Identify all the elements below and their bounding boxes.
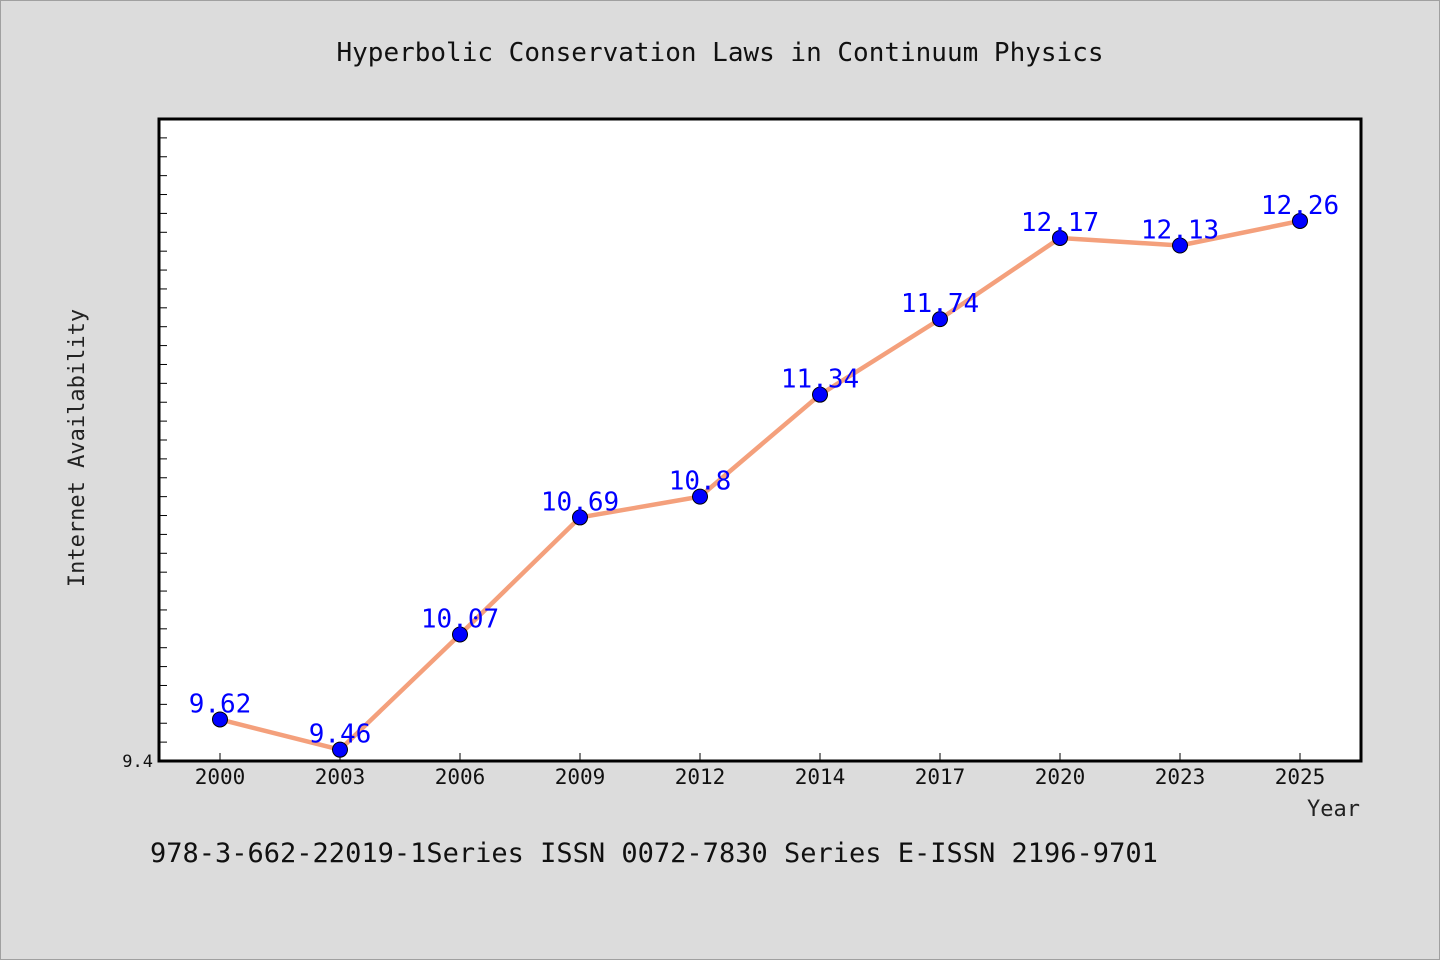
series-line-group: 9.62 9.46 10.07 10.69 10.8 11.34 11.74 12.17 12.… (189, 191, 1339, 758)
x-tick-label: 2020 (1035, 765, 1086, 789)
data-point (932, 311, 948, 328)
data-point (572, 509, 588, 526)
data-label: 12.26 (1261, 191, 1339, 221)
y-tick-label: 9.4 (122, 752, 153, 772)
data-point (452, 626, 468, 643)
y-minor-ticks (159, 118, 167, 762)
x-tick-label: 2023 (1155, 765, 1206, 789)
data-point (1052, 229, 1068, 246)
data-label: 12.17 (1021, 208, 1099, 238)
data-label: 9.46 (309, 720, 372, 750)
x-tick-label: 2003 (315, 765, 366, 789)
data-label: 10.07 (421, 604, 499, 634)
x-tick-label: 2025 (1275, 765, 1326, 789)
x-tick-label: 2014 (795, 765, 846, 789)
data-label: 9.62 (189, 689, 252, 719)
plot-area (157, 117, 1363, 763)
data-point (212, 711, 228, 728)
data-point (1292, 212, 1308, 229)
y-axis-label: Internet Availability (65, 309, 90, 587)
x-tick-label: 2017 (915, 765, 966, 789)
data-label: 10.69 (541, 487, 619, 517)
data-label: 11.74 (901, 289, 979, 319)
series-line (217, 218, 1303, 752)
chart-title: Hyperbolic Conservation Laws in Continuu… (336, 38, 1103, 68)
x-axis-label: Year (1307, 797, 1360, 822)
data-label: 11.34 (781, 365, 859, 395)
footer-text: 978-3-662-22019-1Series ISSN 0072-7830 S… (150, 838, 1158, 869)
x-tick-label: 2006 (435, 765, 486, 789)
data-point (812, 386, 828, 403)
data-point (332, 741, 348, 758)
x-tick-label: 2009 (555, 765, 606, 789)
data-point (692, 488, 708, 505)
x-axis-ticks: 2000 2003 2006 2009 2012 2014 2017 2020 2023 2025 (195, 753, 1326, 789)
x-tick-label: 2012 (675, 765, 726, 789)
x-tick-label: 2000 (195, 765, 246, 789)
data-label: 10.8 (669, 467, 732, 497)
data-point (1172, 237, 1188, 254)
data-label: 12.13 (1141, 216, 1219, 246)
